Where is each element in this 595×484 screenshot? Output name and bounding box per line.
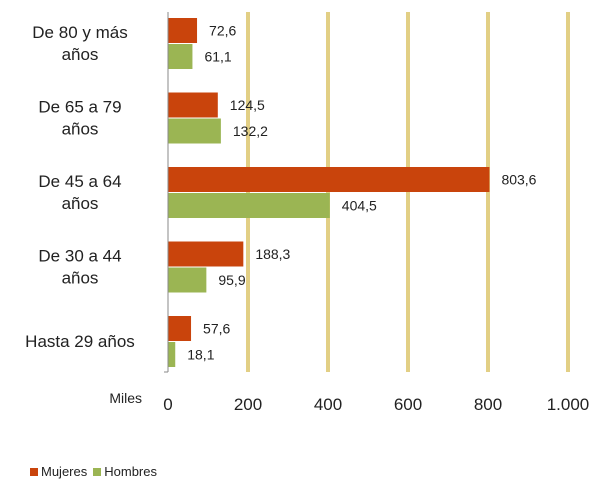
bar-mujeres-4 bbox=[168, 316, 192, 341]
data-label-hombres-0: 61,1 bbox=[204, 49, 231, 65]
category-label-4: Hasta 29 años bbox=[25, 332, 135, 351]
x-axis-unit-label: Miles bbox=[109, 390, 142, 406]
bar-hombres-1 bbox=[168, 118, 221, 144]
bar-hombres-2 bbox=[168, 193, 330, 218]
legend-swatch-mujeres bbox=[30, 467, 38, 476]
legend-item-mujeres: Mujeres bbox=[30, 464, 87, 479]
data-label-mujeres-2: 803,6 bbox=[501, 172, 536, 188]
data-label-hombres-4: 18,1 bbox=[187, 347, 214, 363]
legend-label-mujeres: Mujeres bbox=[41, 464, 88, 479]
data-label-mujeres-4: 57,6 bbox=[203, 321, 230, 337]
x-tick-label-2: 400 bbox=[314, 395, 342, 414]
category-label-line: De 65 a 79 bbox=[38, 98, 121, 117]
x-tick-label-3: 600 bbox=[394, 395, 422, 414]
category-label-line: De 80 y más bbox=[32, 23, 127, 42]
bar-mujeres-1 bbox=[168, 92, 218, 118]
data-label-hombres-3: 95,9 bbox=[218, 272, 245, 288]
data-label-mujeres-3: 188,3 bbox=[255, 246, 290, 262]
bar-mujeres-2 bbox=[168, 167, 490, 192]
bar-mujeres-0 bbox=[168, 18, 198, 43]
data-label-mujeres-1: 124,5 bbox=[230, 97, 265, 113]
category-label-line: De 30 a 44 bbox=[38, 247, 121, 266]
data-label-mujeres-0: 72,6 bbox=[209, 23, 236, 39]
legend: Mujeres Hombres bbox=[30, 464, 163, 479]
category-label-1: De 65 a 79 años bbox=[38, 98, 121, 139]
category-label-3: De 30 a 44 años bbox=[38, 247, 121, 288]
x-tick-label-5: 1.000 bbox=[547, 395, 590, 414]
category-label-2: De 45 a 64 años bbox=[38, 172, 121, 213]
category-label-line: De 45 a 64 bbox=[38, 172, 121, 191]
x-tick-label-4: 800 bbox=[474, 395, 502, 414]
category-label-line: años bbox=[62, 194, 99, 213]
legend-label-hombres: Hombres bbox=[104, 464, 157, 479]
category-label-0: De 80 y más años bbox=[32, 23, 127, 64]
x-tick-label-1: 200 bbox=[234, 395, 262, 414]
category-label-line: años bbox=[62, 45, 99, 64]
bar-hombres-0 bbox=[168, 44, 193, 69]
category-label-line: Hasta 29 años bbox=[25, 332, 135, 351]
data-label-hombres-2: 404,5 bbox=[342, 198, 377, 214]
data-label-hombres-1: 132,2 bbox=[233, 123, 268, 139]
bar-hombres-3 bbox=[168, 267, 207, 293]
category-label-line: años bbox=[62, 120, 99, 139]
bar-mujeres-3 bbox=[168, 241, 244, 267]
bar-hombres-4 bbox=[168, 342, 176, 367]
x-tick-label-0: 0 bbox=[163, 395, 172, 414]
legend-swatch-hombres bbox=[93, 467, 102, 476]
legend-item-hombres: Hombres bbox=[93, 464, 157, 479]
category-label-line: años bbox=[62, 269, 99, 288]
